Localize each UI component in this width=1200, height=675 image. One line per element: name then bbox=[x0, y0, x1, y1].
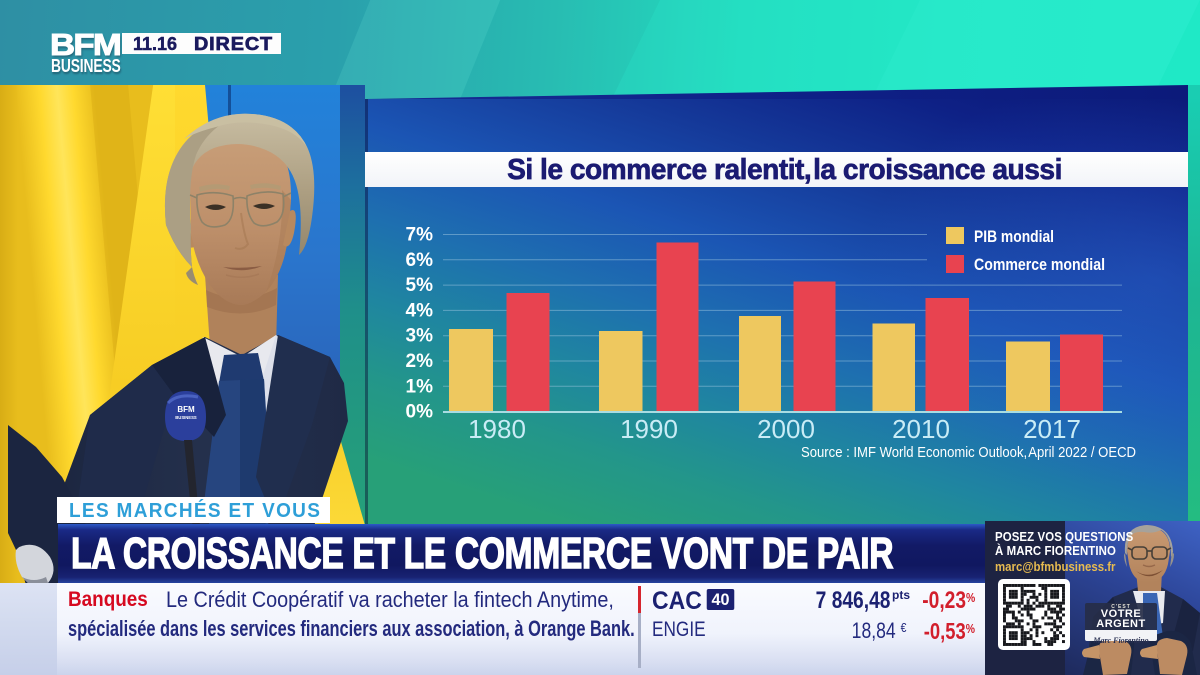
svg-text:2017: 2017 bbox=[1023, 414, 1081, 444]
svg-text:Commerce mondial: Commerce mondial bbox=[974, 255, 1105, 274]
svg-text:2%: 2% bbox=[406, 351, 434, 372]
svg-text:7%: 7% bbox=[406, 225, 434, 246]
svg-text:PIB mondial: PIB mondial bbox=[974, 227, 1054, 246]
svg-text:1%: 1% bbox=[406, 376, 434, 397]
svg-text:3%: 3% bbox=[406, 326, 434, 347]
svg-text:BUSINESS: BUSINESS bbox=[175, 415, 197, 420]
svg-text:4%: 4% bbox=[406, 300, 434, 321]
svg-text:1990: 1990 bbox=[620, 414, 678, 444]
svg-text:5%: 5% bbox=[406, 275, 434, 296]
svg-text:0%: 0% bbox=[406, 402, 434, 423]
svg-text:Source : IMF World Economic Ou: Source : IMF World Economic Outlook, Apr… bbox=[801, 445, 1136, 461]
svg-text:6%: 6% bbox=[406, 250, 434, 271]
svg-text:1980: 1980 bbox=[468, 414, 526, 444]
svg-text:2000: 2000 bbox=[757, 414, 815, 444]
svg-text:BFM: BFM bbox=[177, 405, 195, 414]
svg-text:2010: 2010 bbox=[892, 414, 950, 444]
